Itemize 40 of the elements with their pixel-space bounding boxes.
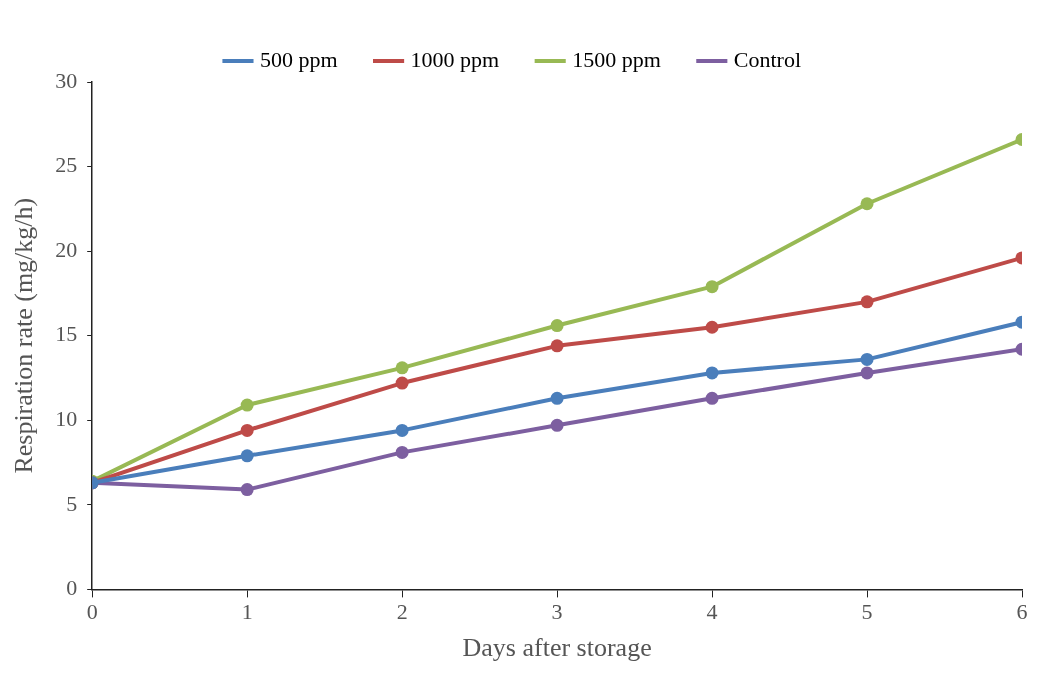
- point: [705, 366, 719, 380]
- y-tick-label: 0: [66, 575, 78, 601]
- y-axis-title: Respiration rate (mg/kg/h): [9, 197, 39, 474]
- y-tick-label: 5: [66, 490, 78, 516]
- y-tick-label: 10: [55, 406, 78, 432]
- point: [395, 361, 409, 375]
- x-tick-label: 4: [706, 599, 718, 625]
- x-tick-label: 0: [86, 599, 98, 625]
- point: [395, 445, 409, 459]
- point: [705, 280, 719, 294]
- point: [240, 423, 254, 437]
- point: [705, 320, 719, 334]
- point: [705, 391, 719, 405]
- x-tick-label: 2: [396, 599, 408, 625]
- point: [240, 449, 254, 463]
- x-tick-label: 5: [861, 599, 873, 625]
- point: [860, 352, 874, 366]
- point: [550, 391, 564, 405]
- point: [860, 366, 874, 380]
- point: [550, 418, 564, 432]
- legend-label: 1500 ppm: [572, 46, 661, 72]
- x-tick-label: 6: [1016, 599, 1028, 625]
- point: [395, 423, 409, 437]
- point: [550, 339, 564, 353]
- x-axis-title: Days after storage: [462, 633, 652, 663]
- y-tick-label: 15: [55, 321, 78, 347]
- point: [395, 376, 409, 390]
- point: [240, 398, 254, 412]
- x-tick-label: 3: [551, 599, 563, 625]
- point: [240, 483, 254, 497]
- point: [860, 197, 874, 211]
- point: [550, 319, 564, 333]
- y-tick-label: 30: [55, 67, 78, 93]
- y-tick-label: 20: [55, 236, 78, 262]
- x-tick-label: 1: [241, 599, 253, 625]
- legend-label: 1000 ppm: [410, 46, 500, 72]
- point: [860, 295, 874, 309]
- y-tick-label: 25: [55, 152, 78, 178]
- legend-label: 500 ppm: [259, 46, 338, 72]
- legend-label: Control: [733, 46, 802, 72]
